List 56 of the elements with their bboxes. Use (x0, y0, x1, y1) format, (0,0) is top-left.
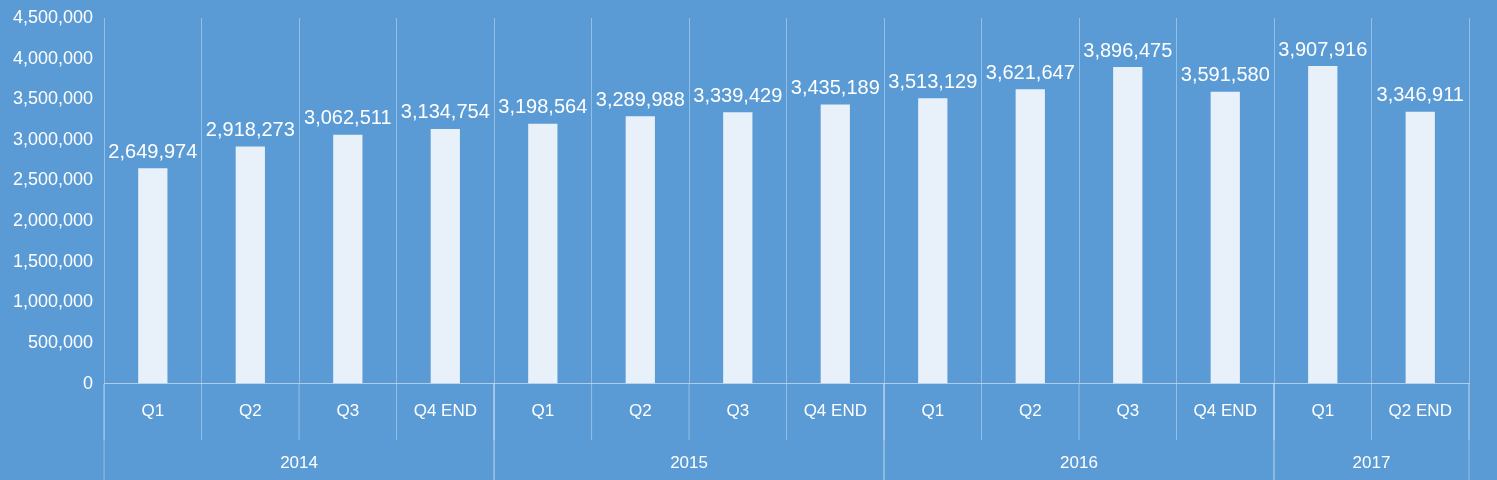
y-tick-label: 2,500,000 (13, 169, 94, 190)
bar (1210, 91, 1240, 384)
bar (430, 128, 460, 384)
data-label: 3,591,580 (1180, 63, 1270, 86)
y-tick-label: 4,000,000 (13, 47, 94, 68)
data-label: 3,435,189 (790, 76, 880, 99)
x-tick-label: Q3 (726, 401, 750, 421)
x-tick-label: Q1 (141, 401, 165, 421)
x-tick-label: Q2 END (1388, 401, 1452, 421)
data-label: 3,346,911 (1376, 83, 1464, 106)
y-tick-label: 3,000,000 (13, 128, 94, 149)
bar (1308, 66, 1338, 384)
bar (333, 134, 363, 384)
bar (1015, 89, 1045, 384)
x-tick-label: Q1 (531, 401, 555, 421)
data-label: 3,198,564 (498, 95, 588, 118)
y-tick-label: 1,500,000 (13, 250, 94, 271)
x-tick-label: Q4 END (1193, 401, 1257, 421)
data-label: 3,289,988 (595, 87, 685, 110)
y-tick-label: 3,500,000 (13, 88, 94, 109)
text: 2014 (280, 452, 318, 472)
data-label: 2,649,974 (108, 139, 198, 162)
data-label: 2,918,273 (205, 118, 295, 141)
bar (138, 168, 168, 384)
bar (528, 123, 558, 384)
y-tick-label: 2,000,000 (13, 210, 94, 231)
data-label: 3,907,916 (1278, 37, 1368, 60)
y-tick-label: 500,000 (28, 331, 94, 352)
y-tick-label: 0 (83, 372, 94, 393)
x-tick-label: Q4 END (413, 401, 477, 421)
bar (625, 116, 655, 384)
bar (235, 146, 265, 384)
data-label: 3,339,429 (693, 83, 783, 106)
data-label: 3,062,511 (304, 106, 392, 129)
x-tick-label: Q1 (1311, 401, 1335, 421)
bar (1405, 111, 1435, 384)
data-label: 3,896,475 (1083, 38, 1173, 61)
text: 2017 (1352, 452, 1391, 472)
x-tick-label: Q2 (628, 401, 652, 421)
data-label: 3,513,129 (888, 69, 978, 92)
bar (1113, 67, 1143, 384)
y-tick-label: 1,000,000 (13, 291, 94, 312)
text: 2016 (1060, 452, 1098, 472)
text: 2015 (670, 452, 708, 472)
x-tick-label: Q1 (921, 401, 945, 421)
x-tick-label: Q3 (1116, 401, 1140, 421)
x-tick-label: Q2 (238, 401, 262, 421)
x-tick-label: Q3 (336, 401, 360, 421)
x-tick-label: Q2 (1018, 401, 1042, 421)
bar (820, 104, 850, 384)
y-tick-label: 4,500,000 (13, 6, 94, 27)
data-label: 3,134,754 (400, 100, 490, 123)
bar (918, 98, 948, 384)
data-label: 3,621,647 (985, 60, 1075, 83)
x-tick-label: Q4 END (803, 401, 867, 421)
bar (723, 112, 753, 384)
